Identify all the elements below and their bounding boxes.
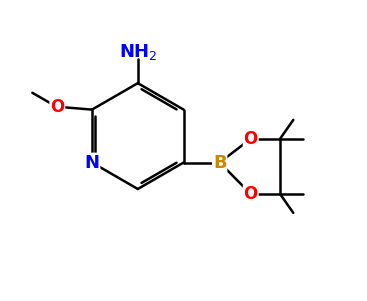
Text: N: N	[84, 154, 99, 172]
Text: O: O	[50, 98, 65, 116]
Text: NH$_2$: NH$_2$	[119, 42, 157, 62]
Text: O: O	[244, 130, 258, 148]
Text: O: O	[244, 185, 258, 203]
Text: B: B	[213, 154, 226, 172]
